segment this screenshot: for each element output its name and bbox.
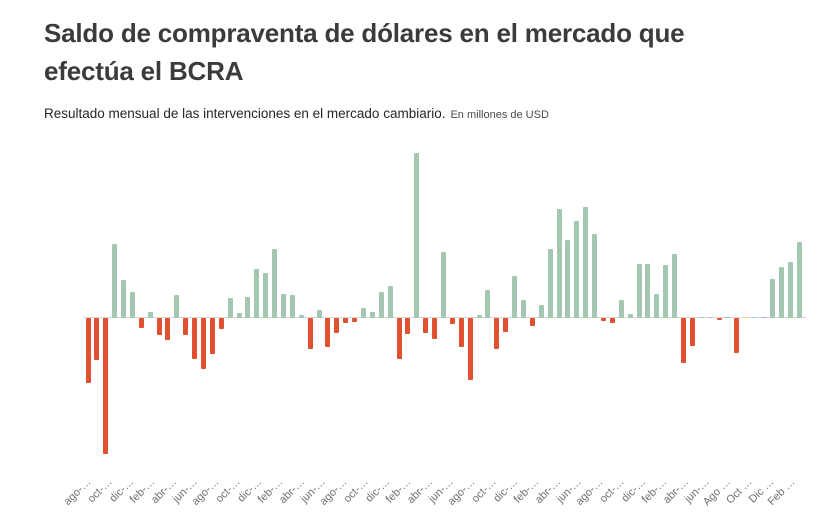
bar <box>716 318 722 320</box>
bar <box>272 248 278 318</box>
bar <box>423 318 429 333</box>
bar <box>387 286 393 318</box>
bar <box>405 318 411 334</box>
bar <box>627 314 633 318</box>
bar <box>520 300 526 318</box>
bar <box>307 318 313 349</box>
bar <box>556 208 562 318</box>
bar <box>663 264 669 318</box>
bar <box>529 318 535 327</box>
bar <box>334 318 340 333</box>
bar <box>254 268 260 318</box>
bar <box>538 304 544 318</box>
bar <box>796 241 802 318</box>
bar <box>369 312 375 318</box>
bar <box>289 294 295 318</box>
bar <box>147 312 153 318</box>
bar <box>458 318 464 347</box>
bar <box>352 318 358 323</box>
bar <box>227 298 233 318</box>
bar <box>672 253 678 318</box>
bar <box>680 318 686 363</box>
bar <box>636 263 642 318</box>
bar <box>449 318 455 324</box>
bar <box>201 318 207 370</box>
bar <box>503 318 509 332</box>
bar <box>698 317 704 318</box>
bar <box>183 318 189 335</box>
bar <box>94 318 100 361</box>
bar <box>236 312 242 318</box>
bar <box>592 233 598 318</box>
bar <box>547 248 553 318</box>
bar <box>263 272 269 318</box>
bar <box>343 318 349 323</box>
bar <box>618 299 624 318</box>
bar <box>565 239 571 318</box>
bar <box>209 318 215 354</box>
bar <box>574 221 580 318</box>
bar <box>467 318 473 381</box>
bar <box>361 308 366 318</box>
bar <box>476 315 482 318</box>
bar <box>752 317 758 318</box>
bar <box>112 244 118 318</box>
bar <box>441 252 446 318</box>
bar <box>316 310 322 318</box>
bar <box>787 262 793 318</box>
subtitle-text: Resultado mensual de las intervenciones … <box>44 106 446 121</box>
bar <box>414 152 420 318</box>
bar <box>396 318 402 359</box>
bar <box>654 294 660 318</box>
bar <box>600 318 606 321</box>
bar <box>725 317 731 318</box>
bar <box>192 318 198 359</box>
bar <box>156 318 162 335</box>
bar <box>138 318 144 328</box>
bar <box>734 318 740 353</box>
bar <box>707 317 713 318</box>
bar <box>609 318 615 324</box>
unit-note: En millones de USD <box>450 109 549 121</box>
bar <box>165 318 171 341</box>
bar <box>583 207 589 318</box>
bar <box>174 294 180 318</box>
bar <box>378 292 384 318</box>
bar <box>432 318 438 339</box>
bar <box>512 276 518 318</box>
chart-header: Saldo de compraventa de dólares en el me… <box>44 14 784 124</box>
bar <box>743 317 749 318</box>
bar <box>494 318 500 349</box>
chart-title: Saldo de compraventa de dólares en el me… <box>44 18 685 86</box>
bar <box>218 318 224 329</box>
bar <box>85 318 91 383</box>
bar <box>129 292 135 318</box>
bar <box>769 279 775 318</box>
bar <box>689 318 695 346</box>
bar <box>245 297 251 318</box>
bar <box>485 290 491 318</box>
bar <box>298 315 304 318</box>
bar <box>281 294 287 318</box>
bar <box>121 280 127 318</box>
bar <box>645 263 651 318</box>
bar <box>103 318 109 454</box>
bar <box>778 266 784 318</box>
chart-subtitle: Resultado mensual de las intervenciones … <box>44 105 784 124</box>
bar <box>760 317 766 318</box>
bar <box>325 318 331 347</box>
